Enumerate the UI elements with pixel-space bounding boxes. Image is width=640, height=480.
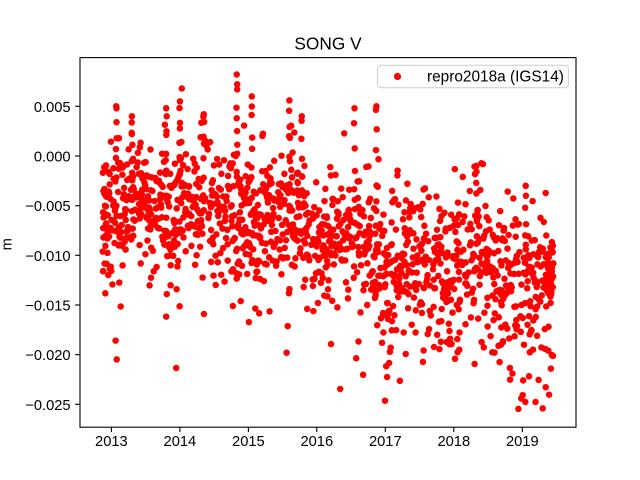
svg-text:2018: 2018 (437, 434, 470, 450)
svg-text:2016: 2016 (300, 434, 333, 450)
svg-text:repro2018a (IGS14): repro2018a (IGS14) (427, 69, 564, 86)
svg-text:m: m (0, 238, 15, 250)
svg-text:−0.015: −0.015 (25, 299, 70, 315)
svg-text:2015: 2015 (232, 434, 265, 450)
svg-text:2014: 2014 (164, 434, 197, 450)
svg-text:−0.025: −0.025 (25, 398, 70, 414)
svg-text:0.000: 0.000 (34, 150, 71, 166)
svg-text:−0.005: −0.005 (25, 199, 70, 215)
svg-text:2019: 2019 (506, 434, 539, 450)
svg-text:2013: 2013 (95, 434, 128, 450)
svg-text:0.005: 0.005 (34, 100, 71, 116)
svg-text:−0.020: −0.020 (25, 348, 70, 364)
svg-text:2017: 2017 (369, 434, 402, 450)
svg-text:−0.010: −0.010 (25, 249, 70, 265)
svg-text:SONG V: SONG V (294, 34, 362, 54)
